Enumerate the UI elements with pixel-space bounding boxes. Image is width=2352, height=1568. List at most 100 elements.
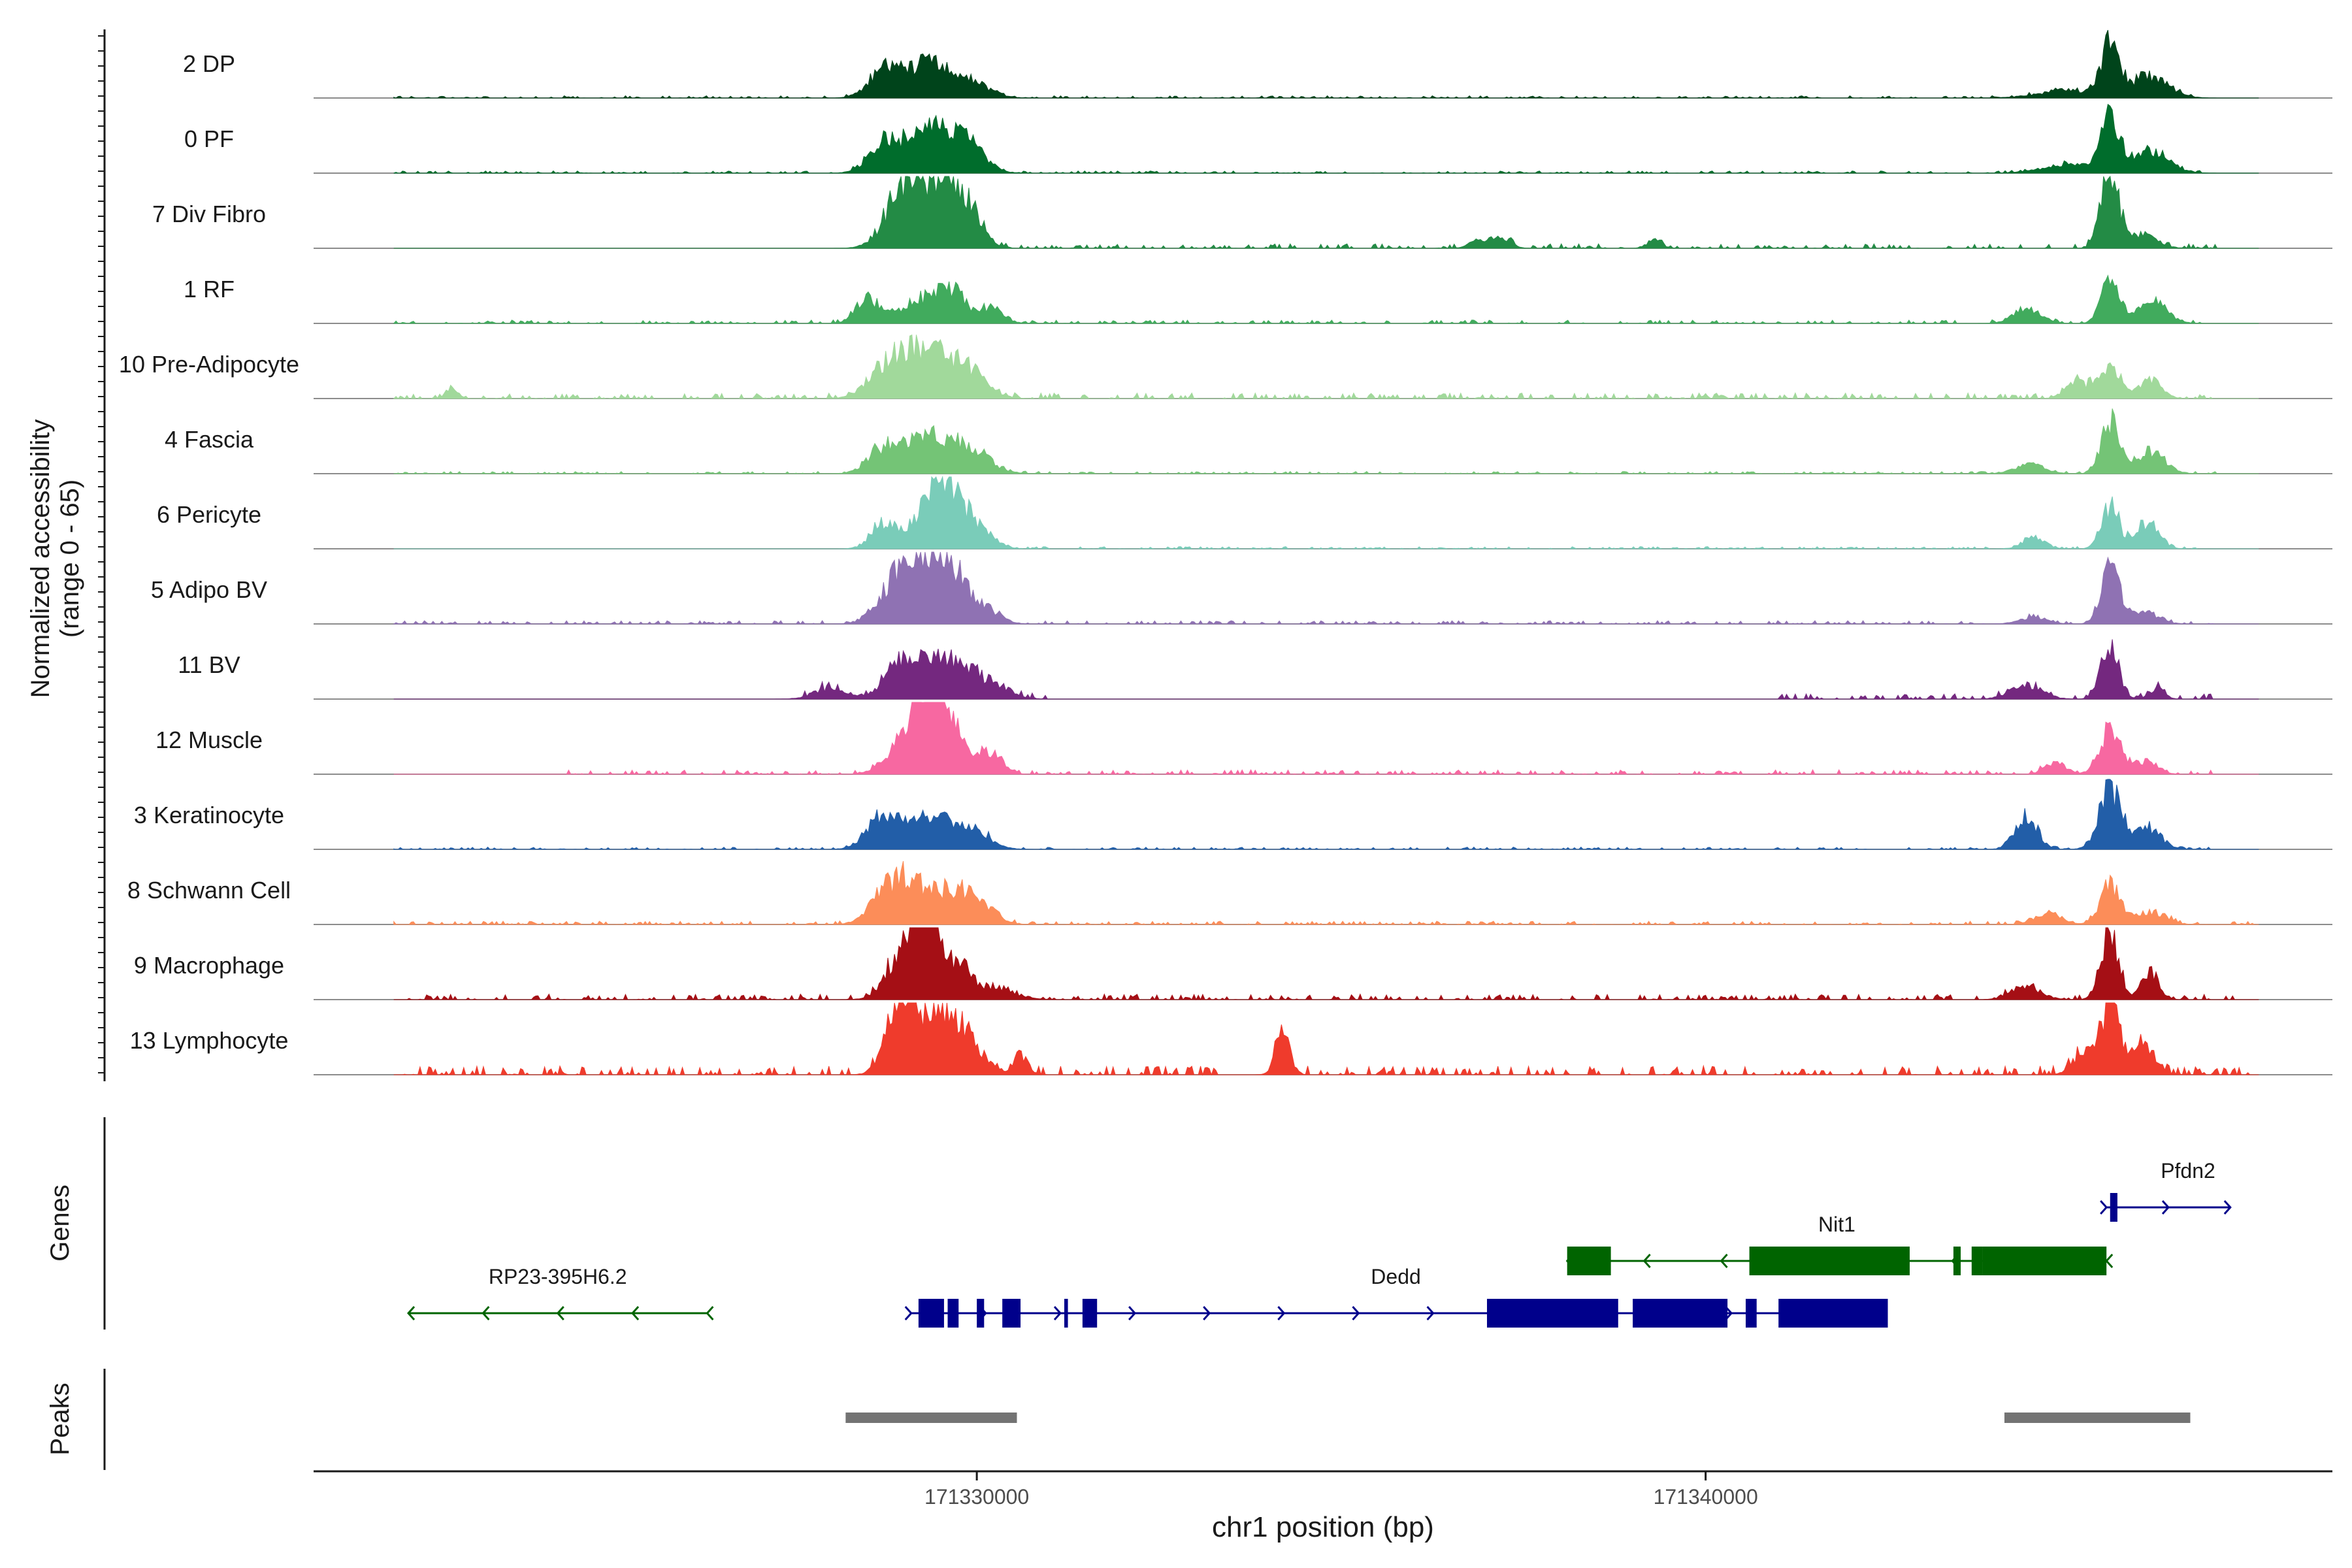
coverage-area xyxy=(393,702,2259,776)
strand-arrow xyxy=(1352,1305,1360,1321)
strand-arrow xyxy=(2100,1200,2108,1215)
strand-arrow xyxy=(1725,1305,1733,1321)
coverage-area xyxy=(393,175,2259,250)
coverage-track: 6 Pericyte xyxy=(157,476,2332,549)
coverage-area xyxy=(393,274,2259,324)
strand-arrow xyxy=(1277,1305,1286,1321)
coverage-tracks: 2 DP 0 PF 7 Div Fibro 1 RF 10 Pre-Adipocyte 4… xyxy=(119,29,2332,1076)
coverage-area xyxy=(393,927,2259,1001)
gene-exon xyxy=(1746,1299,1757,1328)
x-tick-label: 171330000 xyxy=(924,1485,1029,1509)
gene-model: Pfdn2 xyxy=(2100,1159,2232,1222)
gene-exon xyxy=(1982,1247,2107,1275)
gene-exon xyxy=(1082,1299,1098,1328)
strand-arrow xyxy=(904,1305,913,1321)
coverage-area xyxy=(393,779,2259,850)
coverage-area xyxy=(393,334,2259,400)
coverage-area xyxy=(393,639,2259,700)
gene-exon xyxy=(1953,1247,1961,1275)
genes-panel-label: Genes xyxy=(46,1184,74,1262)
coverage-track: 1 RF xyxy=(184,274,2332,324)
x-axis-label: chr1 position (bp) xyxy=(1212,1511,1434,1543)
coverage-track: 9 Macrophage xyxy=(134,927,2332,1001)
coverage-track: 0 PF xyxy=(184,103,2332,174)
gene-name-label: Nit1 xyxy=(1818,1213,1855,1236)
track-label: 7 Div Fibro xyxy=(152,201,266,227)
gene-model: Nit1 xyxy=(1565,1213,2114,1275)
coverage-track: 2 DP xyxy=(183,29,2332,99)
x-axis-ticks: 171330000 171340000 xyxy=(924,1471,1758,1509)
coverage-track: 5 Adipo BV xyxy=(151,551,2332,625)
strand-arrow xyxy=(406,1305,416,1321)
track-label: 13 Lymphocyte xyxy=(130,1027,289,1054)
strand-arrow xyxy=(2223,1200,2232,1215)
strand-arrow xyxy=(1426,1305,1435,1321)
coverage-track: 3 Keratinocyte xyxy=(134,779,2332,850)
strand-arrow xyxy=(1053,1305,1062,1321)
gene-exon xyxy=(1064,1299,1068,1328)
gene-exon xyxy=(1749,1247,1910,1275)
track-label: 11 BV xyxy=(178,651,240,678)
coverage-track: 4 Fascia xyxy=(165,408,2332,474)
track-label: 2 DP xyxy=(183,50,235,77)
strand-arrow xyxy=(482,1305,490,1321)
gene-exon xyxy=(1486,1299,1618,1328)
coverage-track: 10 Pre-Adipocyte xyxy=(119,334,2332,400)
track-label: 0 PF xyxy=(184,125,234,152)
peak-region xyxy=(2004,1413,2191,1423)
gene-name-label: Pfdn2 xyxy=(2161,1159,2215,1183)
coverage-track: 13 Lymphocyte xyxy=(130,1002,2332,1076)
coverage-area xyxy=(392,551,2259,625)
track-label: 10 Pre-Adipocyte xyxy=(119,351,299,378)
peak-region xyxy=(845,1413,1017,1423)
gene-exon xyxy=(1567,1247,1611,1275)
coverage-area xyxy=(393,1002,2259,1076)
peaks-panel-label: Peaks xyxy=(46,1382,74,1455)
peak-regions xyxy=(845,1413,2191,1423)
track-label: 9 Macrophage xyxy=(134,952,284,979)
gene-model: RP23-395H6.2 xyxy=(406,1265,714,1321)
gene-model: Dedd xyxy=(904,1265,1888,1328)
track-label: 5 Adipo BV xyxy=(151,576,267,603)
coverage-area xyxy=(393,103,2259,174)
track-label: 1 RF xyxy=(184,276,235,302)
gene-exon xyxy=(1778,1299,1888,1328)
coverage-track: 11 BV xyxy=(178,639,2332,700)
gene-exon xyxy=(1971,1247,1983,1275)
gene-exon xyxy=(947,1299,959,1328)
gene-exon xyxy=(977,1299,985,1328)
track-label: 3 Keratinocyte xyxy=(134,802,284,828)
coverage-y-ticks xyxy=(98,35,105,1073)
gene-exon xyxy=(1633,1299,1728,1328)
coverage-track: 12 Muscle xyxy=(155,702,2332,776)
x-tick-label: 171340000 xyxy=(1654,1485,1758,1509)
coverage-track: 8 Schwann Cell xyxy=(127,860,2332,925)
gene-exon xyxy=(918,1299,944,1328)
track-label: 6 Pericyte xyxy=(157,501,261,528)
gene-name-label: RP23-395H6.2 xyxy=(489,1265,627,1288)
track-label: 4 Fascia xyxy=(165,426,254,453)
coverage-area xyxy=(393,408,2259,474)
coverage-y-label: Normalized accessibility xyxy=(26,419,55,698)
gene-models: RP23-395H6.2 Dedd Nit1 Pfdn2 xyxy=(406,1159,2232,1328)
gene-name-label: Dedd xyxy=(1371,1265,1421,1288)
strand-arrow xyxy=(1642,1253,1651,1269)
track-label: 12 Muscle xyxy=(155,727,263,753)
gene-exon xyxy=(2110,1193,2117,1222)
track-label: 8 Schwann Cell xyxy=(127,877,291,904)
coverage-area xyxy=(393,476,2259,549)
coverage-area xyxy=(393,860,2259,925)
strand-arrow xyxy=(1720,1253,1728,1269)
coverage-area xyxy=(393,29,2259,99)
strand-arrow xyxy=(706,1305,714,1321)
strand-arrow xyxy=(2105,1253,2114,1269)
strand-arrow xyxy=(1203,1305,1211,1321)
strand-arrow xyxy=(1128,1305,1137,1321)
strand-arrow xyxy=(2161,1200,2170,1215)
gene-exon xyxy=(1002,1299,1021,1328)
strand-arrow xyxy=(556,1305,564,1321)
coverage-y-range-label: (range 0 - 65) xyxy=(56,480,84,638)
coverage-track: 7 Div Fibro xyxy=(152,175,2332,250)
strand-arrow xyxy=(631,1305,640,1321)
